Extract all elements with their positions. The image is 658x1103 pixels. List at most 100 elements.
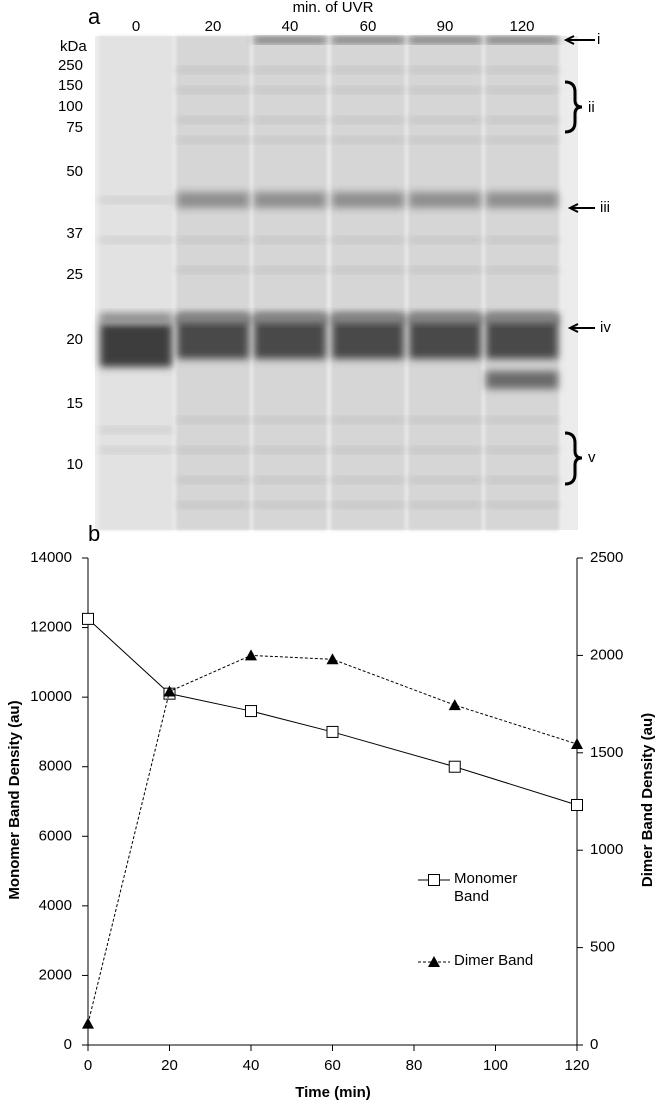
- band-iv: [100, 323, 172, 367]
- band-faint: [177, 67, 249, 73]
- marker-label: 250: [58, 57, 83, 74]
- band-faint: [332, 313, 404, 323]
- band-faint: [409, 87, 481, 93]
- lane: [408, 36, 482, 530]
- band-faint: [409, 447, 481, 453]
- y2-tick-label: 2000: [590, 646, 623, 663]
- y2-tick-label: 2500: [590, 549, 623, 566]
- y2-axis-label: Dimer Band Density (au): [639, 713, 656, 887]
- marker-label: 10: [66, 456, 83, 473]
- band-faint: [332, 237, 404, 243]
- band-iii: [486, 192, 558, 208]
- band-faint: [177, 137, 249, 143]
- lane-label: 120: [509, 18, 534, 35]
- y-tick-label: 0: [64, 1036, 72, 1053]
- band-label: i: [597, 31, 600, 48]
- y-tick-label: 4000: [39, 897, 72, 914]
- band-label: v: [588, 449, 596, 466]
- lane: [99, 36, 173, 530]
- point: [82, 1017, 94, 1029]
- band-faint: [486, 67, 558, 73]
- series-line: [87, 618, 578, 806]
- y-tick-label: 2000: [39, 966, 72, 983]
- band-faint: [254, 237, 326, 243]
- band-faint: [332, 447, 404, 453]
- legend-marker: [428, 874, 440, 886]
- marker-label: 25: [66, 266, 83, 283]
- y-tick-label: 12000: [30, 619, 72, 636]
- x-tick-label: 120: [564, 1057, 589, 1074]
- band-faint: [100, 237, 172, 243]
- y2-tick-label: 0: [590, 1036, 598, 1053]
- band-faint: [177, 267, 249, 273]
- band-faint: [100, 313, 172, 323]
- band-faint: [332, 117, 404, 123]
- brace-v: [564, 431, 583, 486]
- lane-label: 20: [205, 18, 222, 35]
- band-faint: [486, 477, 558, 483]
- lane-label: 60: [360, 18, 377, 35]
- lane: [176, 36, 250, 530]
- band-i: [332, 37, 404, 43]
- y-axis-label: Monomer Band Density (au): [6, 700, 23, 899]
- x-tick-label: 100: [483, 1057, 508, 1074]
- point: [571, 738, 583, 750]
- point: [163, 685, 176, 697]
- lane-label: 90: [437, 18, 454, 35]
- band-i: [409, 37, 481, 43]
- y-tick-label: 8000: [39, 758, 72, 775]
- marker-label: 15: [66, 395, 83, 412]
- band-faint: [409, 477, 481, 483]
- band-faint: [409, 137, 481, 143]
- band-faint: [486, 87, 558, 93]
- y-tick-label: 6000: [39, 827, 72, 844]
- point: [326, 725, 339, 738]
- band-faint: [486, 417, 558, 423]
- lane-label: 0: [132, 18, 140, 35]
- band-faint: [409, 502, 481, 508]
- marker-label: 50: [66, 163, 83, 180]
- y2-tick-label: 1000: [590, 841, 623, 858]
- band-faint: [486, 502, 558, 508]
- band-faint: [177, 447, 249, 453]
- x-tick-label: 0: [84, 1057, 92, 1074]
- band-faint: [177, 87, 249, 93]
- x-axis-label: Time (min): [295, 1084, 371, 1101]
- band-faint: [332, 417, 404, 423]
- band-faint: [254, 447, 326, 453]
- band-faint: [177, 417, 249, 423]
- point: [571, 798, 583, 811]
- gel-lanes: [99, 36, 559, 530]
- band-smear: [486, 371, 558, 389]
- band-faint: [254, 313, 326, 323]
- band-faint: [486, 313, 558, 323]
- band-faint: [409, 67, 481, 73]
- panel-label: b: [88, 521, 100, 546]
- marker-label: 75: [66, 119, 83, 136]
- x-tick-label: 60: [324, 1057, 341, 1074]
- marker-label: 20: [66, 331, 83, 348]
- point: [82, 612, 94, 625]
- band-faint: [177, 477, 249, 483]
- band-faint: [409, 267, 481, 273]
- arrow-iv: [567, 323, 595, 333]
- band-faint: [100, 197, 172, 203]
- annotations: [563, 35, 595, 486]
- legend-label: Monomer Band: [454, 870, 518, 905]
- band-faint: [332, 87, 404, 93]
- band-faint: [332, 67, 404, 73]
- band-faint: [254, 267, 326, 273]
- band-iii: [177, 192, 249, 208]
- band-faint: [177, 117, 249, 123]
- y2-tick-label: 500: [590, 939, 615, 956]
- arrow-i: [563, 35, 595, 45]
- lane-label: 40: [282, 18, 299, 35]
- point: [448, 760, 461, 773]
- band-faint: [486, 267, 558, 273]
- legend-marker: [428, 956, 440, 967]
- lane: [253, 36, 327, 530]
- legend-label: Dimer Band: [454, 952, 534, 969]
- y2-tick-label: 1500: [590, 744, 623, 761]
- band-faint: [254, 117, 326, 123]
